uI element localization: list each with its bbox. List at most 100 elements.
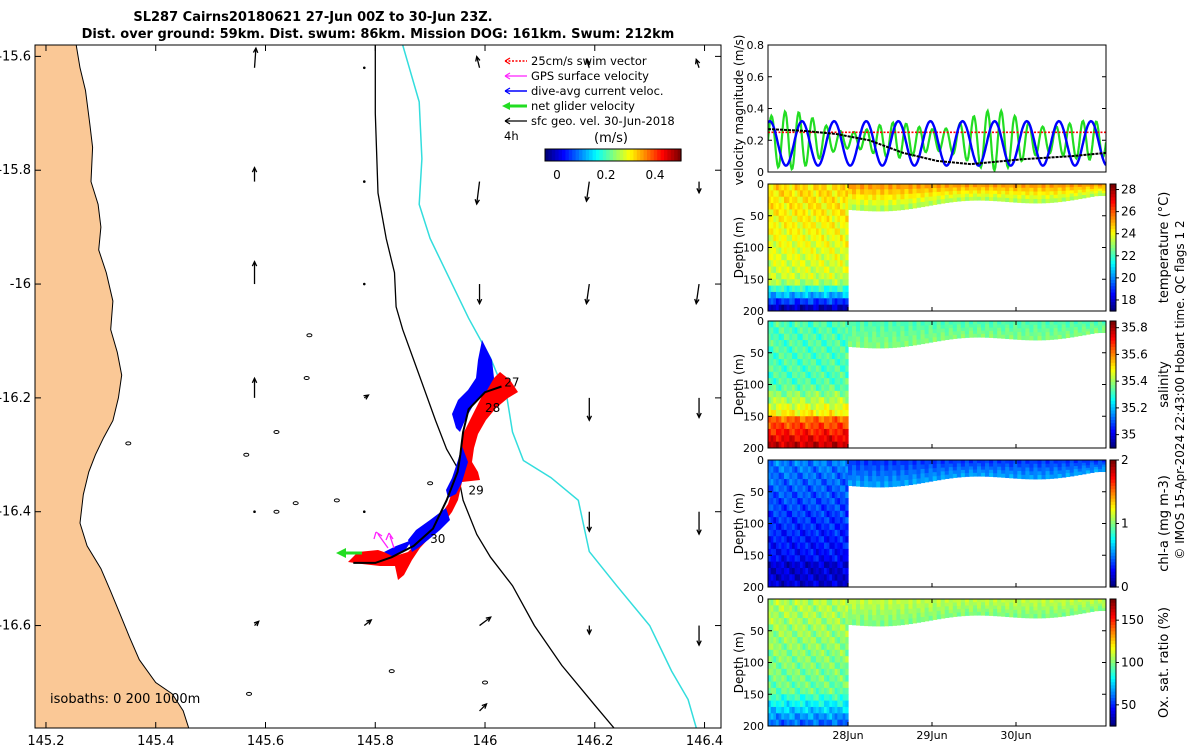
geo-velocity-arrow	[253, 620, 260, 627]
map-frame	[34, 44, 722, 729]
colorbar-tick-label: 26	[1121, 205, 1136, 219]
map-ytick-label: -16.2	[0, 391, 31, 406]
velocity-sfc-geo-line	[768, 128, 1106, 166]
section-xtick-label: 29Jun	[916, 729, 947, 742]
legend-sfc-geo-velocity: sfc geo. vel. 30-Jun-2018	[531, 114, 675, 128]
geo-velocity-arrow	[363, 619, 373, 627]
colorbar-tick-label: 35.6	[1121, 347, 1148, 361]
map-axes: 145.2 145.4 145.6 145.8 146 146.2 146.4 -15.6 -1…	[0, 45, 723, 749]
section-colorbar-label: chl-a (mg m-3)	[1157, 475, 1172, 572]
geo-velocity-arrow	[696, 397, 702, 419]
section-panel-chlorophyll: 0 50 100 150 200 Depth (m) 0 1 2 chl-a (mg m-3)	[732, 453, 1172, 594]
geo-velocity-arrow	[584, 181, 590, 203]
section-ylabel: Depth (m)	[732, 354, 746, 415]
map-xtick-label: 145.2	[27, 734, 64, 749]
colorbar-tick-label: 24	[1121, 227, 1136, 241]
map-background	[35, 45, 721, 728]
island	[333, 498, 340, 503]
colorbar-tick-label: 18	[1121, 293, 1136, 307]
section-colorbar: 50 100 150	[1109, 598, 1144, 727]
section-ytick-label: 100	[743, 518, 764, 531]
section-ytick-label: 50	[750, 486, 764, 499]
colorbar-tick-label: 28	[1121, 183, 1136, 197]
legend-gps-velocity: GPS surface velocity	[531, 69, 649, 83]
geo-velocity-arrow	[586, 397, 593, 422]
track-label-28: 28	[485, 401, 500, 415]
island	[388, 669, 395, 674]
colorbar-tick-label: 1	[1121, 517, 1129, 531]
section-ylabel: Depth (m)	[732, 632, 746, 693]
map-xtick-label: 146	[473, 734, 498, 749]
geo-velocity-arrow	[584, 283, 590, 306]
islands	[125, 333, 489, 696]
island	[243, 452, 250, 457]
map-ytick-label: -16	[10, 277, 31, 292]
isobath-1000m	[401, 45, 698, 728]
velocity-ytick-label: 0.2	[747, 134, 765, 147]
map-xtick-label: 146.4	[686, 734, 723, 749]
colorbar-tick-label: 100	[1121, 656, 1144, 670]
coastal-land	[35, 45, 190, 728]
section-panel-temperature: 0 50 100 150 200 Depth (m) 18 20 22 24 26 28 tempera…	[732, 178, 1172, 318]
geo-velocity-arrow	[479, 616, 492, 627]
section-ytick-label: 0	[757, 454, 764, 467]
track-label-30: 30	[430, 532, 445, 546]
section-ytick-label: 150	[743, 273, 764, 286]
section-colorbar-label: salinity	[1157, 361, 1172, 408]
blue-current-ribbon	[384, 340, 494, 556]
section-colorbar-label: temperature (°C)	[1157, 192, 1172, 304]
colorbar-tick-label: 150	[1121, 613, 1144, 627]
map-xtick-label: 145.6	[247, 734, 284, 749]
colorbar-tick-0: 0	[553, 168, 561, 182]
title-line-1: SL287 Cairns20180621 27-Jun 00Z to 30-Ju…	[133, 10, 492, 25]
geo-velocity-arrow	[362, 510, 366, 514]
velocity-ytick-label: 0.6	[747, 71, 765, 84]
map-xtick-label: 145.8	[357, 734, 394, 749]
geo-velocity-arrow	[586, 511, 593, 533]
geo-velocity-arrow	[362, 66, 366, 70]
glider-track	[353, 385, 502, 564]
section-ytick-label: 200	[743, 720, 764, 733]
section-colorbar: 18 20 22 24 26 28	[1109, 183, 1136, 312]
colorbar-tick-label: 2	[1121, 453, 1129, 467]
geo-velocity-arrow	[251, 376, 258, 398]
section-colorbar: 35 35.2 35.4 35.6 35.8	[1109, 320, 1148, 449]
section-colorbar-label: Ox. sat. ratio (%)	[1157, 607, 1172, 718]
section-xtick-label: 28Jun	[832, 729, 863, 742]
map-xtick-label: 145.4	[137, 734, 174, 749]
map-ytick-label: -16.6	[0, 619, 31, 634]
velocity-series	[768, 107, 1106, 172]
colorbar-tick-label: 35.2	[1121, 401, 1148, 415]
map-panel: 27 28 29 30 25cm/s swim vector GPS surface …	[0, 44, 723, 749]
net-glider-velocity-arrow	[336, 548, 362, 558]
geo-velocity-arrow	[696, 625, 702, 647]
geo-velocity-arrow	[474, 181, 481, 206]
colorbar-tick-label: 35.4	[1121, 374, 1148, 388]
island	[273, 509, 280, 514]
map-ytick-label: -16.4	[0, 505, 31, 520]
colorbar-unit-label: (m/s)	[594, 131, 628, 146]
map-legend: 25cm/s swim vector GPS surface velocity …	[502, 54, 682, 182]
legend-swim-vector: 25cm/s swim vector	[531, 54, 647, 68]
island	[306, 333, 313, 338]
section-ytick-label: 150	[743, 688, 764, 701]
section-ytick-label: 100	[743, 242, 764, 255]
section-ytick-label: 50	[750, 625, 764, 638]
section-ytick-label: 100	[743, 657, 764, 670]
colorbar-tick-label: 22	[1121, 249, 1136, 263]
island	[482, 680, 489, 685]
geo-velocity-arrow	[362, 180, 366, 183]
map-ytick-label: -15.6	[0, 49, 31, 64]
velocity-ytick-label: 0.8	[747, 39, 765, 52]
geo-velocity-arrow	[586, 625, 593, 636]
legend-scale-4h: 4h	[504, 129, 519, 143]
track-label-29: 29	[469, 484, 484, 498]
track-label-27: 27	[504, 376, 519, 390]
geo-velocity-arrow	[363, 394, 370, 400]
geo-velocity-arrow	[694, 283, 700, 306]
velocity-axes: 0 0.2 0.4 0.6 0.8	[747, 39, 1106, 179]
legend-net-glider: net glider velocity	[531, 99, 635, 113]
colorbar-tick-label: 35.8	[1121, 321, 1148, 335]
